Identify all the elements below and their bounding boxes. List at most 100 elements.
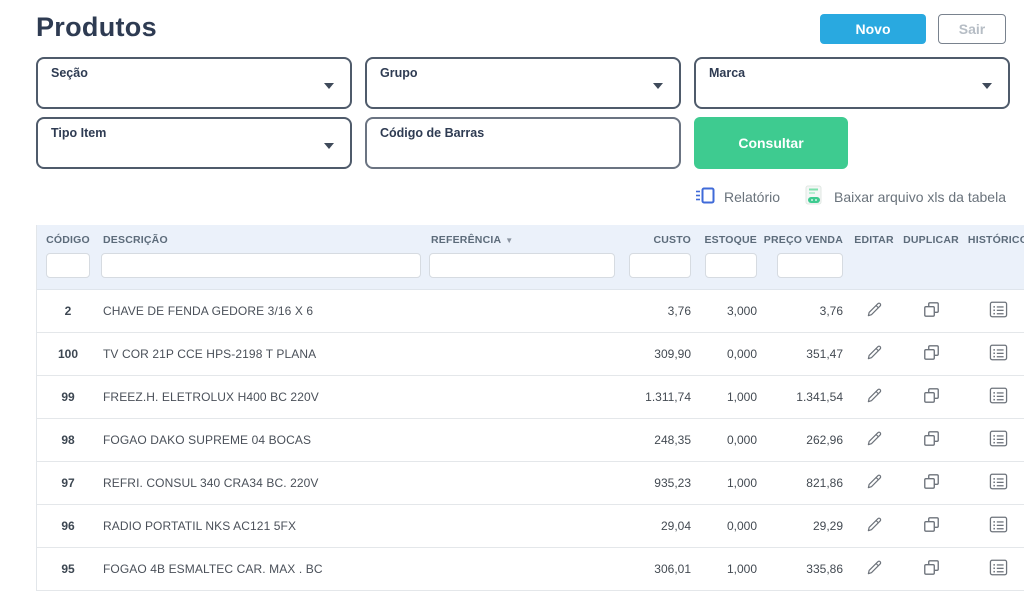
relatorio-link[interactable]: Relatório (695, 187, 780, 207)
duplicate-button[interactable] (922, 343, 941, 362)
col-header-estoque[interactable]: ESTOQUE (704, 234, 757, 246)
history-button[interactable] (989, 301, 1008, 318)
duplicate-button[interactable] (922, 300, 941, 319)
duplicate-button[interactable] (922, 472, 941, 491)
table-body: 2 CHAVE DE FENDA GEDORE 3/16 X 6 3,76 3,… (37, 290, 1024, 591)
cell-codigo: 100 (57, 347, 79, 361)
cell-codigo: 99 (61, 390, 75, 404)
filter-custo-input[interactable] (629, 253, 691, 278)
cell-estoque: 0,000 (726, 347, 757, 361)
col-header-custo[interactable]: CUSTO (653, 234, 691, 246)
consultar-cell: Consultar (694, 117, 1010, 169)
marca-select[interactable]: Marca (694, 57, 1010, 109)
cell-custo: 935,23 (654, 476, 691, 490)
codigo-barras-label: Código de Barras (380, 126, 485, 140)
cell-codigo: 97 (61, 476, 75, 490)
filter-descricao-input[interactable] (101, 253, 421, 278)
sair-button[interactable]: Sair (938, 14, 1006, 44)
history-button[interactable] (989, 473, 1008, 490)
duplicate-button[interactable] (922, 515, 941, 534)
header-filters-row (37, 253, 1024, 278)
history-button[interactable] (989, 559, 1008, 576)
col-header-codigo[interactable]: CÓDIGO (46, 234, 90, 246)
history-button[interactable] (989, 387, 1008, 404)
cell-descricao: FREEZ.H. ELETROLUX H400 BC 220V (103, 390, 319, 404)
cell-descricao: TV COR 21P CCE HPS-2198 T PLANA (103, 347, 317, 361)
grupo-label: Grupo (380, 66, 418, 80)
col-header-editar: EDITAR (854, 234, 894, 246)
cell-descricao: RADIO PORTATIL NKS AC121 5FX (103, 519, 297, 533)
duplicate-button[interactable] (922, 429, 941, 448)
table-row: 98 FOGAO DAKO SUPREME 04 BOCAS 248,35 0,… (37, 419, 1024, 462)
edit-button[interactable] (865, 387, 883, 405)
cell-preco-venda: 335,86 (806, 562, 843, 576)
duplicate-button[interactable] (922, 558, 941, 577)
chevron-down-icon (982, 83, 992, 89)
cell-estoque: 1,000 (726, 390, 757, 404)
actions-row: Relatório Baixar arquivo xls da tabela (36, 185, 1006, 209)
cell-descricao: FOGAO 4B ESMALTEC CAR. MAX . BC (103, 562, 323, 576)
marca-label: Marca (709, 66, 746, 80)
sort-desc-icon: ▼ (505, 236, 514, 245)
cell-estoque: 0,000 (726, 433, 757, 447)
cell-custo: 309,90 (654, 347, 691, 361)
cell-estoque: 1,000 (726, 476, 757, 490)
filter-referencia-input[interactable] (429, 253, 615, 278)
filter-preco-venda-input[interactable] (777, 253, 843, 278)
history-button[interactable] (989, 430, 1008, 447)
page-title: Produtos (36, 12, 157, 42)
tipo-item-label: Tipo Item (51, 126, 107, 140)
table-row: 97 REFRI. CONSUL 340 CRA34 BC. 220V 935,… (37, 462, 1024, 505)
cell-custo: 29,04 (660, 519, 691, 533)
cell-preco-venda: 1.341,54 (796, 390, 843, 404)
col-header-descricao[interactable]: DESCRIÇÃO (103, 234, 168, 246)
cell-estoque: 3,000 (726, 304, 757, 318)
products-table: CÓDIGO DESCRIÇÃO REFERÊNCIA ▼ CUSTO ESTOQ… (36, 225, 1024, 591)
secao-label: Seção (51, 66, 88, 80)
topbar-buttons: Novo Sair (820, 14, 1006, 44)
table-header: CÓDIGO DESCRIÇÃO REFERÊNCIA ▼ CUSTO ESTOQ… (37, 225, 1024, 290)
xls-label: Baixar arquivo xls da tabela (834, 189, 1006, 205)
edit-button[interactable] (865, 301, 883, 319)
chevron-down-icon (324, 83, 334, 89)
filter-codigo-input[interactable] (46, 253, 90, 278)
codigo-barras-field[interactable]: Código de Barras (365, 117, 681, 169)
download-xls-link[interactable]: Baixar arquivo xls da tabela (804, 185, 1006, 209)
edit-button[interactable] (865, 559, 883, 577)
chevron-down-icon (324, 143, 334, 149)
cell-preco-venda: 3,76 (819, 304, 843, 318)
col-header-referencia[interactable]: REFERÊNCIA ▼ (431, 234, 514, 246)
cell-codigo: 2 (64, 304, 72, 318)
filters: Seção Grupo Marca Tipo Item Código de Ba… (36, 57, 1010, 169)
cell-preco-venda: 262,96 (806, 433, 843, 447)
cell-codigo: 98 (61, 433, 75, 447)
grupo-select[interactable]: Grupo (365, 57, 681, 109)
history-button[interactable] (989, 516, 1008, 533)
novo-button[interactable]: Novo (820, 14, 926, 44)
consultar-button[interactable]: Consultar (694, 117, 848, 169)
cell-custo: 248,35 (654, 433, 691, 447)
chevron-down-icon (653, 83, 663, 89)
col-header-duplicar: DUPLICAR (903, 234, 959, 246)
secao-select[interactable]: Seção (36, 57, 352, 109)
duplicate-button[interactable] (922, 386, 941, 405)
tipo-item-select[interactable]: Tipo Item (36, 117, 352, 169)
cell-codigo: 95 (61, 562, 75, 576)
edit-button[interactable] (865, 516, 883, 534)
table-row: 2 CHAVE DE FENDA GEDORE 3/16 X 6 3,76 3,… (37, 290, 1024, 333)
cell-descricao: CHAVE DE FENDA GEDORE 3/16 X 6 (103, 304, 314, 318)
edit-button[interactable] (865, 344, 883, 362)
cell-custo: 306,01 (654, 562, 691, 576)
cell-custo: 3,76 (667, 304, 691, 318)
edit-button[interactable] (865, 430, 883, 448)
cell-estoque: 1,000 (726, 562, 757, 576)
edit-button[interactable] (865, 473, 883, 491)
col-header-preco-venda[interactable]: PREÇO VENDA (763, 234, 843, 246)
cell-descricao: REFRI. CONSUL 340 CRA34 BC. 220V (103, 476, 319, 490)
cell-preco-venda: 821,86 (806, 476, 843, 490)
history-button[interactable] (989, 344, 1008, 361)
xls-file-icon (804, 185, 825, 209)
filter-estoque-input[interactable] (705, 253, 757, 278)
cell-estoque: 0,000 (726, 519, 757, 533)
